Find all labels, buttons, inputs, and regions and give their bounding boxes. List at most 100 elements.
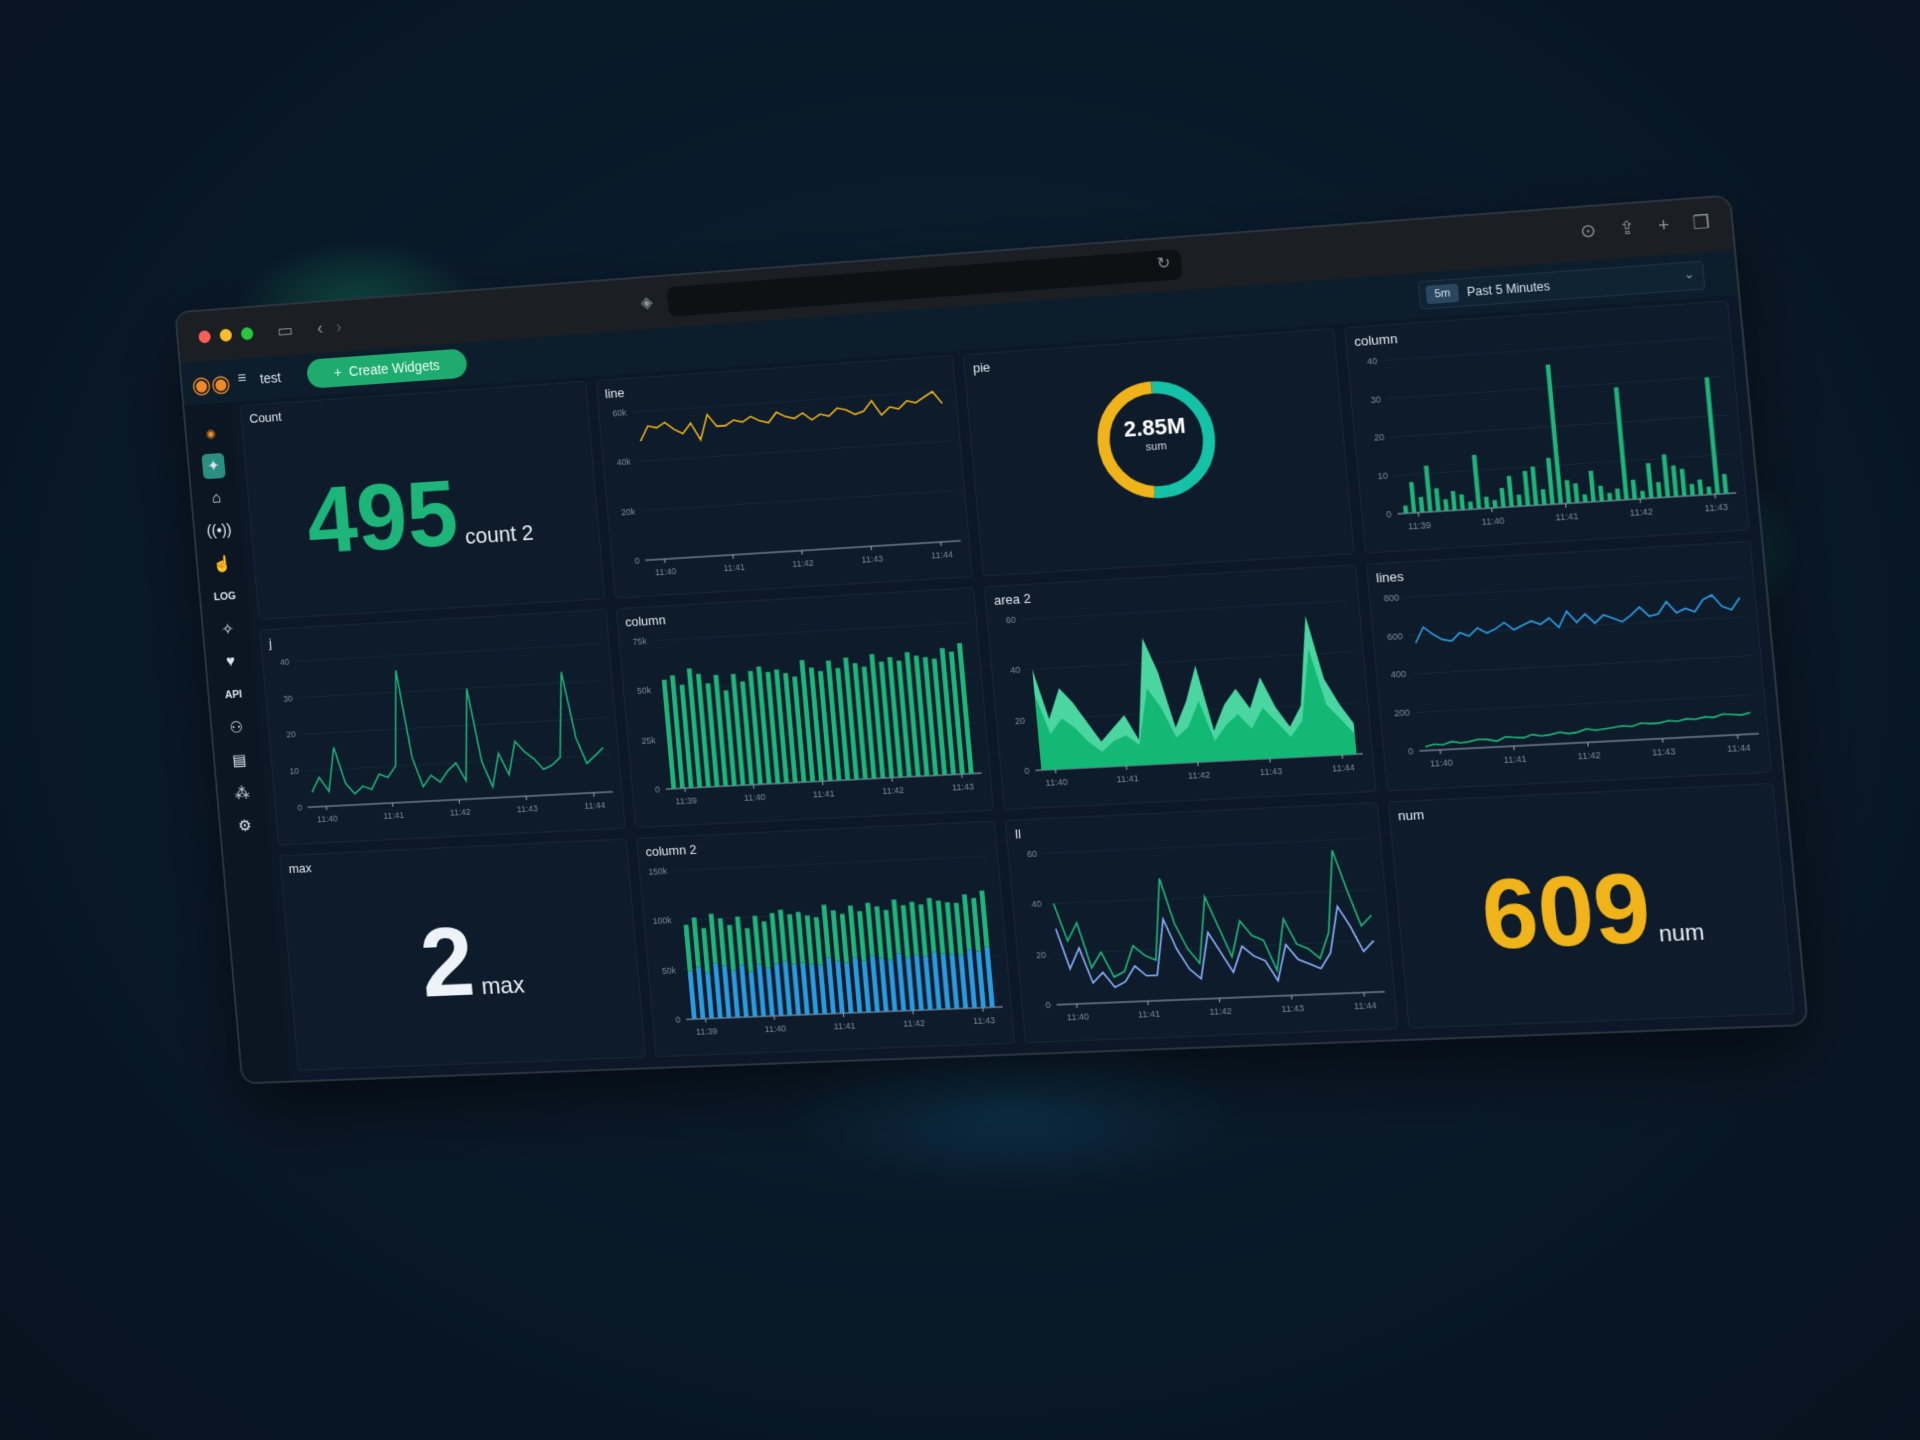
y-tick-label: 60 <box>1026 848 1037 859</box>
panel-num[interactable]: num 609 num <box>1387 782 1795 1029</box>
sidebar-item-streams[interactable]: ((•)) <box>194 514 245 550</box>
settings-icon: ⚙ <box>237 817 253 835</box>
sidebar-item-rum[interactable]: ☝ <box>197 546 248 582</box>
chevron-down-icon: ⌄ <box>1683 266 1696 282</box>
bar <box>1545 457 1555 505</box>
sidebar-item-org[interactable]: ◉ <box>185 415 236 451</box>
bar <box>820 904 831 958</box>
panel-column[interactable]: column 40 30 20 10 0 11:39 11:40 11:41 11:42 11:4… <box>1343 300 1750 554</box>
panel-line[interactable]: line 60k 40k 20k 0 11:40 11:41 11:42 11:43 11:44 <box>595 355 973 599</box>
panel-lines[interactable]: lines 800 600 400 200 0 11:40 11:41 11:42 11:43 1… <box>1365 541 1773 792</box>
bar <box>1521 470 1530 506</box>
y-tick-label: 20k <box>620 506 635 517</box>
y-tick-label: 0 <box>654 785 660 795</box>
bar <box>813 916 823 965</box>
panel-max[interactable]: max 2 max <box>279 838 646 1071</box>
close-window-button[interactable] <box>198 329 212 344</box>
maximize-window-button[interactable] <box>240 326 254 340</box>
bar <box>843 962 853 1013</box>
bar <box>953 902 963 955</box>
column-2-chart: 150k 100k 50k 0 11:39 11:40 11:41 11:42 11:43 <box>647 843 1015 1037</box>
y-tick-label: 0 <box>634 556 640 566</box>
panel-pie[interactable]: pie 2.85M sum <box>962 328 1355 577</box>
bar <box>1442 499 1449 511</box>
bar <box>1705 486 1712 495</box>
metric-number: 609 <box>1477 852 1656 970</box>
sidebar-item-settings[interactable]: ⚙ <box>220 808 271 843</box>
grid-line <box>298 681 603 698</box>
x-tick-label: 11:42 <box>902 1017 925 1028</box>
panel-ll[interactable]: ll 60 40 20 0 11:40 11:41 11:42 11:43 11:44 <box>1004 801 1398 1044</box>
panel-count[interactable]: Count 495 count 2 <box>239 380 605 621</box>
back-icon[interactable]: ‹ <box>316 317 324 338</box>
sidebar-item-pipelines[interactable]: ⁂ <box>217 776 268 811</box>
download-icon[interactable]: ⊙ <box>1579 220 1597 242</box>
bar <box>856 910 866 961</box>
metric-unit: max <box>480 971 526 1000</box>
x-axis <box>1057 991 1385 1004</box>
sidebar-item-logs[interactable]: LOG <box>200 579 251 615</box>
sidebar-item-reports[interactable]: ▤ <box>214 743 265 778</box>
menu-toggle-icon[interactable]: ≡ <box>236 370 247 388</box>
bar <box>1696 479 1703 496</box>
grid-line <box>640 491 955 511</box>
minimize-window-button[interactable] <box>219 328 233 342</box>
panel-title: max <box>288 860 313 876</box>
bar <box>895 660 912 778</box>
tabs-icon[interactable]: ❐ <box>1691 211 1711 234</box>
bar <box>1721 473 1728 494</box>
bar <box>708 913 718 964</box>
sidebar-item-plugins[interactable]: ✧ <box>202 612 253 648</box>
bar <box>756 964 766 1017</box>
bar <box>825 957 836 1014</box>
bar <box>873 905 884 959</box>
x-tick-label: 11:41 <box>833 1020 855 1031</box>
sidebar-item-home[interactable]: ⌂ <box>191 481 242 517</box>
forward-icon[interactable]: › <box>334 316 343 336</box>
share-icon[interactable]: ⇪ <box>1618 217 1636 239</box>
y-tick-label: 40 <box>1031 899 1042 910</box>
y-tick-label: 0 <box>1385 509 1391 520</box>
bar <box>1515 494 1522 507</box>
bar <box>861 960 871 1012</box>
bar <box>1614 488 1621 501</box>
panel-title: ll <box>1014 826 1022 842</box>
sidebar-icon[interactable]: ▭ <box>276 319 294 341</box>
broadcast-icon: ((•)) <box>206 521 233 540</box>
donut-center: 2.85M sum <box>1103 411 1207 456</box>
sidebar-item-ai[interactable]: ✦ <box>188 448 239 484</box>
y-tick-label: 40 <box>1010 665 1021 676</box>
bar <box>1703 377 1720 495</box>
reload-icon[interactable]: ↻ <box>1156 254 1172 273</box>
panel-title: column <box>1353 330 1399 350</box>
bar <box>966 948 976 1008</box>
panel-j[interactable]: j 40 30 20 10 0 11:40 11:41 11:42 11:43 11:44 <box>259 609 626 846</box>
bar <box>1572 483 1579 503</box>
bar <box>975 950 986 1008</box>
sidebar-item-health[interactable]: ♥ <box>205 644 256 680</box>
panel-area-2[interactable]: area 2 60 40 20 0 11:40 11:41 11:42 11:43 11:44 <box>983 564 1377 810</box>
x-tick-label: 11:39 <box>1407 520 1431 532</box>
add-user-icon: ⚇ <box>229 719 244 737</box>
bar <box>1606 492 1612 501</box>
sidebar-item-users[interactable]: ⚇ <box>211 710 262 745</box>
metric-unit: num <box>1657 918 1706 947</box>
y-tick-label: 75k <box>632 636 647 647</box>
bar <box>704 972 714 1019</box>
bar <box>887 959 897 1011</box>
grid-line <box>1390 415 1728 437</box>
x-tick-label: 11:40 <box>764 1023 786 1034</box>
bar <box>1540 489 1547 505</box>
panel-column-2[interactable]: column 2 150k 100k 50k 0 11:39 11:40 11:41 11:4… <box>635 820 1016 1058</box>
y-tick-label: 60k <box>612 407 627 418</box>
shield-icon[interactable]: ◈ <box>640 294 654 312</box>
pie-chart <box>966 351 1354 571</box>
bar <box>926 897 936 952</box>
bar <box>1498 487 1506 508</box>
sidebar-item-api[interactable]: API <box>208 677 259 712</box>
bar <box>839 913 849 963</box>
network-icon: ⁂ <box>234 785 251 803</box>
panel-column-b[interactable]: column 75k 50k 25k 0 11:39 11:40 11:41 11:42 11:… <box>615 587 994 828</box>
plus-icon[interactable]: + <box>1657 214 1671 236</box>
grid-line <box>1383 337 1721 360</box>
